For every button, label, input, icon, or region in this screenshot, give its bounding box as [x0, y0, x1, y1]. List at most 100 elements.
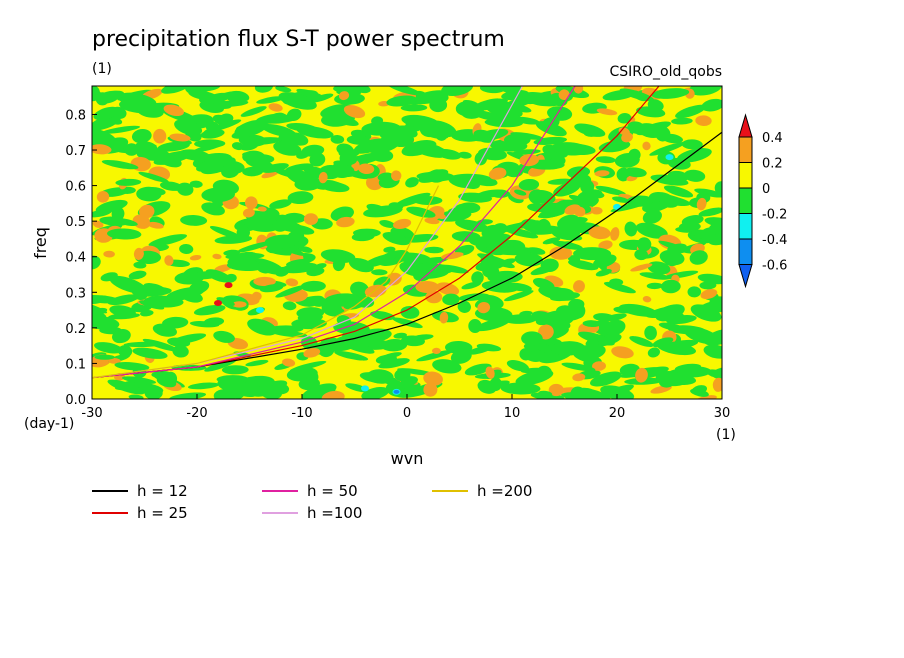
field-patch [350, 281, 369, 297]
x-unit-label: (1) [716, 427, 736, 443]
field-patch [268, 103, 283, 112]
colorbar-segment [738, 213, 753, 240]
field-patch [556, 306, 584, 321]
field-patch [441, 86, 474, 97]
field-patch [435, 212, 446, 220]
field-patch [361, 121, 401, 136]
field-patch [296, 126, 334, 139]
colorbar-bottom-arrow [738, 264, 753, 289]
field-patch [477, 301, 491, 314]
field-patch [180, 214, 208, 226]
field-patch [152, 323, 178, 337]
x-axis-label: wvn [391, 449, 424, 468]
field-patch [269, 199, 292, 209]
field-patch [531, 311, 553, 322]
field-patch [170, 333, 207, 345]
field-patch [296, 88, 326, 101]
field-patch [541, 202, 563, 209]
y-tick-label: 0.0 [65, 393, 86, 408]
field-patch [121, 376, 157, 385]
field-patch [339, 151, 358, 166]
field-patch [163, 104, 184, 117]
field-patch [458, 151, 472, 159]
field-patch [658, 373, 676, 388]
field-patch [93, 106, 120, 121]
field-patch [257, 206, 267, 212]
field-patch [201, 187, 235, 203]
x-tick-label: 20 [609, 406, 626, 421]
field-patch [237, 241, 272, 253]
field-patch [439, 311, 449, 324]
field-patch [424, 246, 444, 254]
field-patch [378, 358, 410, 369]
field-patch [683, 327, 720, 345]
legend-label: h = 50 [307, 482, 358, 500]
field-patch [476, 343, 502, 352]
field-patch [519, 153, 539, 167]
field-patch [382, 232, 410, 246]
field-patch [659, 198, 679, 208]
field-patch [196, 156, 232, 172]
field-patch [577, 331, 615, 346]
field-patch [256, 262, 273, 274]
field-patch [143, 295, 184, 308]
field-patch [271, 383, 290, 395]
field-patch [148, 234, 188, 247]
field-patch [268, 329, 308, 338]
field-patch [436, 282, 460, 296]
field-patch [221, 365, 249, 375]
chart-subtitle: (1) [92, 61, 112, 77]
field-patch [612, 196, 630, 203]
field-patch [133, 261, 147, 269]
field-patch [515, 369, 554, 386]
field-patch [200, 129, 225, 139]
field-patch [403, 385, 423, 394]
field-patch [282, 301, 297, 311]
field-patch [481, 224, 501, 238]
field-patch [514, 189, 527, 196]
field-patch [432, 359, 462, 374]
field-patch [635, 367, 648, 383]
field-patch [103, 250, 115, 258]
field-patch [132, 347, 168, 359]
field-patch [101, 125, 141, 134]
field-patch [161, 86, 191, 94]
field-patch [454, 203, 471, 218]
field-patch [624, 167, 647, 178]
field-patch [635, 222, 668, 239]
field-patch [551, 319, 571, 331]
field-patch [300, 280, 326, 292]
legend-label: h =100 [307, 504, 362, 522]
field-patch [352, 86, 371, 94]
field-patch [400, 104, 428, 112]
field-patch [677, 366, 712, 378]
field-patch [406, 206, 436, 218]
field-patch [603, 384, 634, 398]
field-patch [95, 92, 110, 106]
field-patch [187, 382, 220, 390]
field-patch [275, 86, 292, 93]
field-patch [642, 296, 652, 303]
field-patch [179, 243, 194, 255]
field-patch [666, 315, 697, 325]
field-patch [663, 185, 694, 198]
field-patch [153, 128, 167, 144]
curve-series-1 [92, 131, 722, 379]
field-patch [700, 288, 718, 300]
x-axis-ticks: -30 -20 -10 0 10 20 30 [81, 394, 730, 421]
field-patch [652, 337, 674, 348]
field-patch [619, 363, 640, 377]
field-patch [537, 218, 551, 234]
field-patch [299, 246, 313, 253]
field-patch [588, 226, 611, 240]
field-patch [264, 234, 299, 249]
field-patch [651, 88, 690, 99]
field-patch [204, 92, 231, 104]
chart-title: precipitation flux S-T power spectrum [92, 27, 505, 52]
field-spot [665, 154, 674, 161]
field-patch [642, 141, 651, 151]
field-patch [400, 305, 420, 319]
field-patch [424, 217, 440, 225]
field-patch [679, 221, 701, 232]
